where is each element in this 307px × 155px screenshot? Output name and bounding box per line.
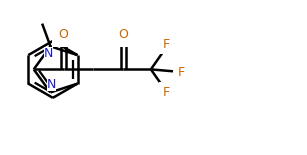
Text: F: F	[177, 66, 185, 79]
Text: N: N	[47, 78, 56, 91]
Text: O: O	[59, 28, 68, 41]
Text: N: N	[44, 47, 53, 60]
Text: O: O	[119, 28, 128, 41]
Text: F: F	[163, 38, 170, 51]
Text: F: F	[163, 86, 170, 99]
